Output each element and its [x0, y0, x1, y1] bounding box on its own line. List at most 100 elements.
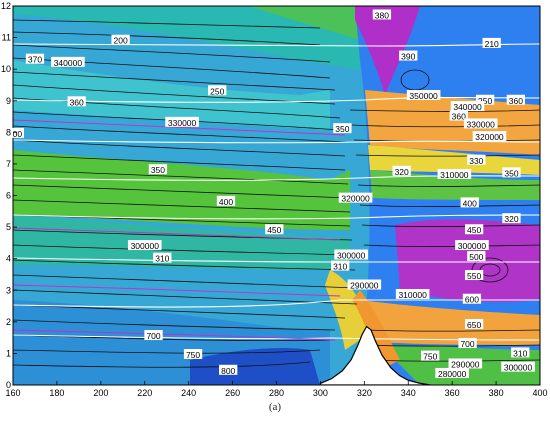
- contour-label-background: [502, 213, 521, 224]
- contour-label-background: [265, 224, 284, 235]
- contour-label: 340000: [54, 58, 83, 68]
- contour-label: 400: [219, 197, 233, 207]
- y-tick-label: 4: [6, 254, 11, 264]
- x-tick-label: 320: [357, 388, 372, 398]
- contour-label-background: [467, 154, 486, 165]
- contour-label: 360: [509, 96, 523, 106]
- contour-label: 500: [469, 252, 483, 262]
- contour-label-background: [449, 110, 468, 121]
- contour-label: 210: [485, 39, 499, 49]
- x-axis: 160 180 200 220 240 260 280 300 320 340 360 380 400: [5, 381, 548, 398]
- contour-label: 280000: [438, 369, 467, 379]
- contour-label: 350: [504, 168, 518, 178]
- y-tick-label: 6: [6, 191, 11, 201]
- contour-label: 400: [463, 198, 477, 208]
- contour-label: 250: [478, 96, 492, 106]
- contour-label: 300000: [504, 363, 533, 373]
- isentrope-contours: [13, 43, 540, 341]
- contour-label-background: [165, 116, 199, 127]
- contour-label: 700: [146, 331, 160, 341]
- pressure-contours: [13, 119, 346, 341]
- shading-lee-yellow: [368, 145, 540, 175]
- contour-label-background: [333, 123, 352, 134]
- contour-label-background: [399, 50, 418, 61]
- contour-label-background: [463, 118, 498, 129]
- contour-label-background: [25, 53, 45, 64]
- contour-label: 450: [467, 225, 481, 235]
- contour-label: 320000: [475, 132, 504, 142]
- x-tick-label: 340: [401, 388, 416, 398]
- contour-label: 450: [267, 225, 281, 235]
- contour-label: 310000: [440, 170, 469, 180]
- contour-label: 290000: [350, 281, 379, 291]
- y-tick-label: 11: [2, 33, 11, 43]
- contour-label-background: [406, 90, 441, 101]
- contour-label-background: [462, 293, 482, 304]
- contour-label-background: [464, 318, 484, 329]
- contour-label-background: [372, 9, 392, 20]
- x-tick-label: 360: [445, 388, 460, 398]
- contour-label: 300000: [458, 241, 487, 251]
- x-tick-label: 380: [489, 388, 504, 398]
- y-tick-label: 8: [6, 127, 11, 137]
- y-tick-label: 0: [6, 380, 11, 390]
- shading-teal-band: [13, 215, 350, 270]
- contour-label-background: [219, 364, 238, 375]
- contour-label-background: [437, 168, 472, 179]
- contour-label-background: [395, 288, 430, 299]
- contour-label: 380: [375, 10, 389, 20]
- contour-label: 800: [221, 366, 235, 376]
- contour-label: 350000: [409, 91, 438, 101]
- x-tick-label: 300: [313, 388, 328, 398]
- contour-label: 330000: [168, 118, 197, 128]
- contour-label-background: [501, 361, 535, 372]
- contour-label-background: [331, 260, 350, 271]
- y-tick-label: 10: [1, 64, 11, 74]
- y-tick-label: 7: [6, 159, 11, 169]
- shading-lower-navy: [190, 348, 320, 385]
- contour-label-background: [464, 224, 484, 235]
- contour-label: 350: [151, 165, 165, 175]
- y-tick-label: 2: [6, 317, 11, 327]
- contour-label: 750: [186, 350, 200, 360]
- contour-label: 750: [423, 352, 437, 362]
- contour-label-background: [450, 101, 485, 112]
- contour-label-background: [482, 37, 501, 48]
- terrain-profile: [319, 325, 431, 385]
- contour-label: 00: [13, 129, 23, 139]
- contour-label: 320000: [341, 194, 370, 204]
- contour-label-background: [10, 127, 24, 138]
- contour-label-background: [448, 358, 483, 369]
- contour-label: 250: [210, 86, 224, 96]
- contour-label-background: [472, 131, 507, 142]
- shading-lee-green: [370, 170, 540, 200]
- contour-label-background: [511, 347, 530, 358]
- contour-label-background: [183, 348, 203, 359]
- contour-label: 290000: [451, 359, 480, 369]
- contour-label: 310000: [398, 290, 427, 300]
- contour-label: 310: [333, 262, 347, 272]
- contour-label: 300000: [131, 241, 160, 251]
- x-tick-label: 280: [269, 388, 284, 398]
- plot-area: [13, 6, 540, 385]
- contour-label: 700: [460, 339, 474, 349]
- contour-label-background: [467, 251, 486, 262]
- y-tick-label: 9: [6, 96, 11, 106]
- contour-label-background: [458, 337, 477, 348]
- contour-label-background: [67, 96, 86, 107]
- contour-label: 320: [504, 214, 518, 224]
- contour-label: 340000: [453, 102, 482, 112]
- contour-label: 650: [467, 320, 481, 330]
- contour-label-background: [111, 34, 130, 45]
- contour-label: 350: [335, 124, 349, 134]
- x-tick-label: 160: [5, 388, 20, 398]
- contour-label-background: [464, 270, 484, 281]
- shading-green-top: [250, 6, 360, 40]
- contour-label: 310: [155, 254, 169, 264]
- y-tick-label: 12: [1, 1, 11, 11]
- contour-label-background: [334, 249, 368, 260]
- contour-label-background: [127, 240, 162, 251]
- contour-label: 300000: [337, 251, 366, 261]
- shading-mid-green: [13, 150, 350, 230]
